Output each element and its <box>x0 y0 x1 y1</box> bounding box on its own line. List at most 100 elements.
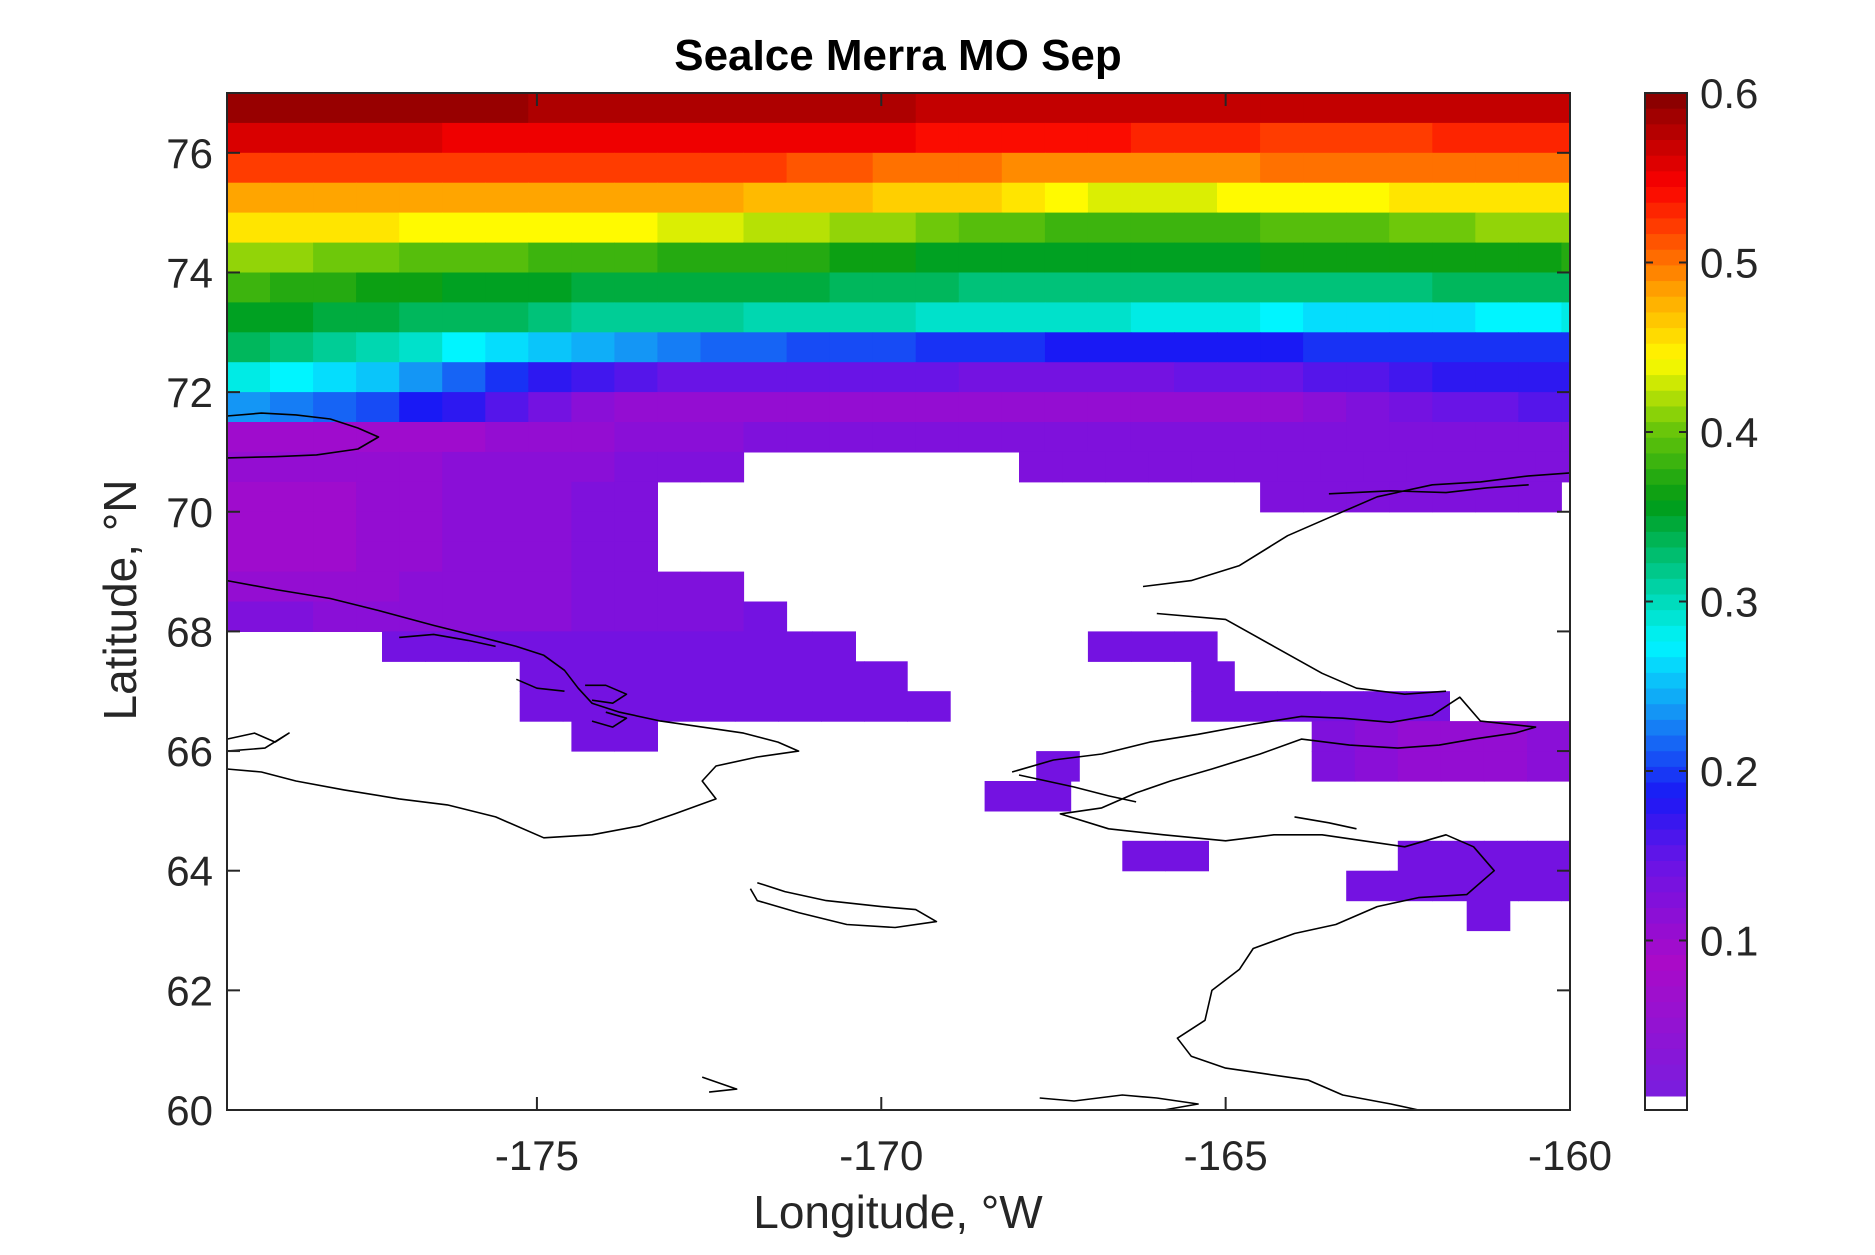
heatmap-cell <box>1001 422 1046 453</box>
heatmap-cell <box>442 451 486 483</box>
heatmap-cell <box>1174 182 1218 214</box>
heatmap-cell <box>528 601 572 632</box>
heatmap-cell <box>915 242 960 274</box>
heatmap-cell <box>356 332 400 363</box>
coastline <box>226 412 380 459</box>
coastline <box>1011 696 1537 1111</box>
heatmap-cell <box>1001 212 1046 244</box>
heatmap-cell <box>1303 272 1347 303</box>
heatmap-cell <box>1174 422 1218 453</box>
heatmap-cell <box>1130 93 1175 124</box>
heatmap-cell <box>227 511 271 543</box>
heatmap-cell <box>485 481 529 513</box>
heatmap-cell <box>958 242 1003 274</box>
heatmap-cell <box>1346 122 1390 154</box>
heatmap-cell <box>399 422 443 453</box>
heatmap-cell <box>528 481 572 513</box>
heatmap-cell <box>614 242 658 274</box>
heatmap-cell <box>571 212 615 244</box>
heatmap-cell <box>270 541 314 573</box>
coastline <box>226 732 290 752</box>
y-tick-label: 76 <box>166 130 213 177</box>
heatmap-cell <box>1346 362 1390 393</box>
heatmap-cell <box>829 332 874 363</box>
heatmap-cell <box>872 242 917 274</box>
heatmap-cell <box>1001 182 1046 214</box>
heatmap-cell <box>958 182 1003 214</box>
heatmap-cell <box>528 422 572 453</box>
y-tick-label: 74 <box>166 249 213 296</box>
heatmap-cell <box>786 242 831 274</box>
heatmap-cell <box>1346 272 1390 303</box>
heatmap-cell <box>648 661 693 692</box>
colorbar-segment <box>1645 531 1687 548</box>
heatmap-cell <box>657 362 701 393</box>
colorbar: 0.1 0.2 0.3 0.4 0.5 0.6 <box>1644 70 1758 1111</box>
heatmap-cell <box>485 362 529 393</box>
heatmap-cell <box>1475 242 1519 274</box>
colorbar-segment <box>1645 657 1687 674</box>
heatmap-cell <box>1346 422 1390 453</box>
colorbar-segment <box>1645 1064 1687 1081</box>
heatmap-cell <box>1044 122 1089 154</box>
colorbar-segment <box>1645 892 1687 909</box>
heatmap-cell <box>1303 362 1347 393</box>
heatmap-cell <box>1518 362 1562 393</box>
heatmap-cell <box>571 481 615 513</box>
heatmap-cell <box>1130 182 1175 214</box>
colorbar-segment <box>1645 641 1687 658</box>
heatmap-cell <box>786 93 831 124</box>
heatmap-cell <box>1019 451 1063 483</box>
heatmap-cell <box>864 691 908 722</box>
heatmap-cell <box>227 541 271 573</box>
coastline <box>226 579 800 839</box>
heatmap-cell <box>614 392 658 423</box>
heatmap-cell <box>356 152 400 184</box>
heatmap-cell <box>614 362 658 393</box>
colorbar-segment <box>1645 281 1687 298</box>
heatmap-cell <box>657 152 701 184</box>
heatmap-cell <box>1130 631 1175 662</box>
heatmap-cell <box>691 661 736 692</box>
heatmap-cell <box>1389 392 1433 423</box>
heatmap-cell <box>227 182 271 214</box>
heatmap-cell <box>872 93 917 124</box>
heatmap-cell <box>227 272 271 303</box>
heatmap-cell <box>1432 122 1476 154</box>
heatmap-cell <box>1432 332 1476 363</box>
heatmap-cell <box>1432 302 1476 333</box>
heatmap-cell <box>399 541 443 573</box>
heatmap-cell <box>270 122 314 154</box>
heatmap-cell <box>528 152 572 184</box>
heatmap-cell <box>313 212 357 244</box>
heatmap-cell <box>872 332 917 363</box>
heatmap-cell <box>1389 302 1433 333</box>
heatmap-cell <box>313 182 357 214</box>
heatmap-cell <box>915 152 960 184</box>
heatmap-cell <box>1561 362 1571 393</box>
heatmap-cell <box>743 212 788 244</box>
colorbar-segment <box>1645 845 1687 862</box>
colorbar-segment <box>1645 140 1687 157</box>
colorbar-segment <box>1645 406 1687 423</box>
heatmap-cell <box>313 332 357 363</box>
heatmap-cell <box>1466 900 1511 932</box>
heatmap-cell <box>313 93 357 124</box>
heatmap-cell <box>528 242 572 274</box>
heatmap-cell <box>442 272 486 303</box>
heatmap-cell <box>700 212 745 244</box>
heatmap-cell <box>769 631 813 662</box>
heatmap-cell <box>1475 272 1519 303</box>
heatmap-cell <box>1087 272 1132 303</box>
heatmap-cell <box>356 571 400 603</box>
coastline-layer <box>226 412 1571 1111</box>
heatmap-cell <box>1406 691 1450 722</box>
heatmap-cell <box>958 272 1003 303</box>
heatmap-cell <box>571 392 615 423</box>
heatmap-cell <box>700 272 745 303</box>
heatmap-cell <box>786 392 831 423</box>
heatmap-cell <box>356 272 400 303</box>
y-tick-label: 62 <box>166 967 213 1014</box>
heatmap-cell <box>700 242 745 274</box>
heatmap-cell <box>872 212 917 244</box>
